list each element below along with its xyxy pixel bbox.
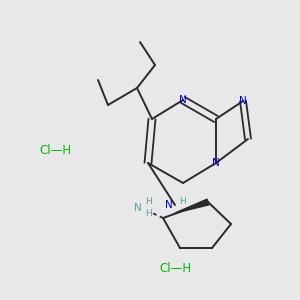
Text: H: H — [178, 196, 185, 206]
Polygon shape — [175, 199, 209, 213]
Text: N: N — [165, 200, 173, 210]
Text: Cl—H: Cl—H — [159, 262, 191, 275]
Text: H: H — [146, 209, 152, 218]
Text: H: H — [146, 197, 152, 206]
Text: N: N — [239, 96, 247, 106]
Text: N: N — [134, 203, 142, 213]
Text: N: N — [179, 95, 187, 105]
Text: N: N — [212, 158, 220, 168]
Text: Cl—H: Cl—H — [39, 143, 71, 157]
